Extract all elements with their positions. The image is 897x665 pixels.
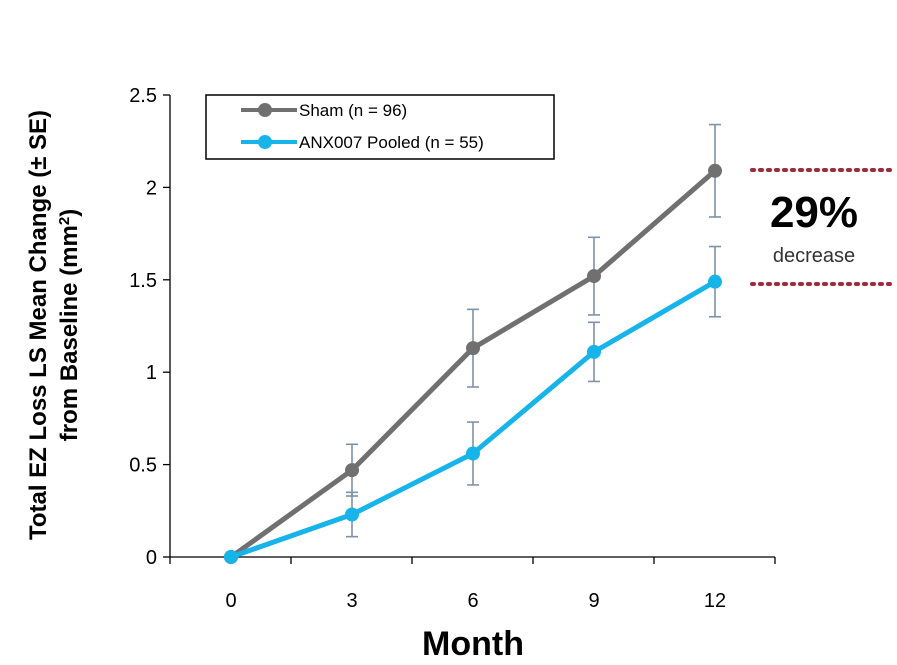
- data-point: [587, 269, 601, 284]
- x-tick-label: 3: [346, 590, 357, 612]
- series-1: [224, 245, 722, 564]
- legend-marker-anx007: [258, 135, 272, 149]
- y-axis-title-line2-close: ): [56, 209, 83, 217]
- data-point: [224, 550, 238, 564]
- data-point: [345, 463, 359, 478]
- legend-label-sham: Sham (n = 96): [299, 101, 407, 120]
- x-tick-label: 9: [588, 590, 599, 612]
- data-point: [345, 507, 359, 522]
- decrease-annotation: 29% decrease: [750, 168, 894, 286]
- series-0: [224, 123, 722, 564]
- y-tick-label: 0: [146, 547, 157, 569]
- legend-marker-sham: [258, 103, 272, 117]
- data-point: [466, 341, 480, 356]
- data-point: [587, 344, 601, 359]
- legend-label-anx007: ANX007 Pooled (n = 55): [299, 133, 484, 152]
- y-tick-label: 0.5: [129, 455, 157, 477]
- annotation-text: decrease: [773, 245, 855, 267]
- y-axis-title-line2: from Baseline (mm2): [56, 209, 84, 441]
- x-axis-title: Month: [422, 625, 524, 663]
- y-tick-label: 2: [146, 177, 157, 199]
- legend: Sham (n = 96) ANX007 Pooled (n = 55): [205, 94, 555, 160]
- x-tick-label: 12: [704, 590, 726, 612]
- y-tick-label: 1: [146, 362, 157, 384]
- y-tick-label: 1.5: [129, 270, 157, 292]
- data-point: [708, 274, 722, 289]
- data-point: [466, 446, 480, 461]
- series-layer: [224, 123, 722, 564]
- y-axis-title-superscript: 2: [56, 217, 73, 225]
- y-axis-title-line1: Total EZ Loss LS Mean Change (± SE): [25, 110, 52, 540]
- annotation-percent: 29%: [770, 188, 858, 237]
- x-tick-label: 0: [225, 590, 236, 612]
- x-tick-label: 6: [467, 590, 478, 612]
- y-tick-label: 2.5: [129, 85, 157, 107]
- y-axis-title-line2-main: from Baseline (mm: [56, 225, 83, 441]
- axes: 0 0.5 1 1.5 2 2.5 0 3 6 9 12: [129, 85, 776, 612]
- data-point: [708, 163, 722, 178]
